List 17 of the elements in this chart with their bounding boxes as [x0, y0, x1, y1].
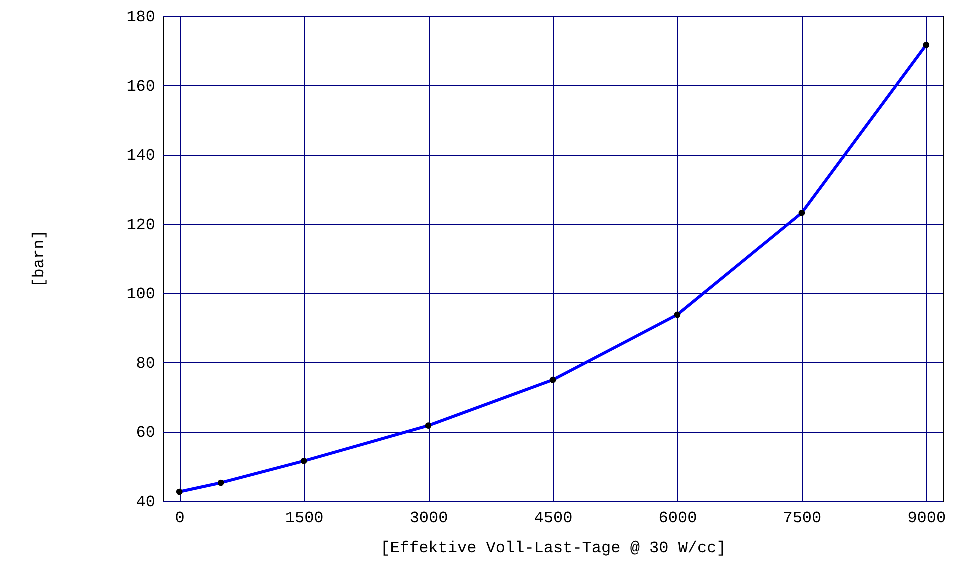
- y-tick-label: 80: [136, 354, 156, 373]
- x-axis-title: [Effektive Voll-Last-Tage @ 30 W/cc]: [380, 540, 726, 558]
- x-tick-label: 9000: [908, 510, 946, 528]
- x-tick-label: 7500: [783, 510, 822, 528]
- y-tick-label: 60: [136, 424, 156, 442]
- y-tick-label: 100: [126, 286, 156, 304]
- x-tick-label: 6000: [658, 510, 698, 528]
- y-axis-title: [barn]: [30, 230, 49, 288]
- x-tick-label: 4500: [534, 510, 573, 528]
- y-tick-label: 180: [126, 8, 156, 26]
- y-tick-label: 120: [126, 216, 156, 234]
- y-tick-label: 40: [136, 494, 156, 512]
- y-tick-label: 140: [126, 147, 156, 166]
- x-tick-label: 1500: [285, 510, 324, 528]
- x-tick-label: 0: [175, 510, 185, 528]
- x-tick-label: 3000: [410, 510, 448, 528]
- y-tick-label: 160: [126, 78, 156, 96]
